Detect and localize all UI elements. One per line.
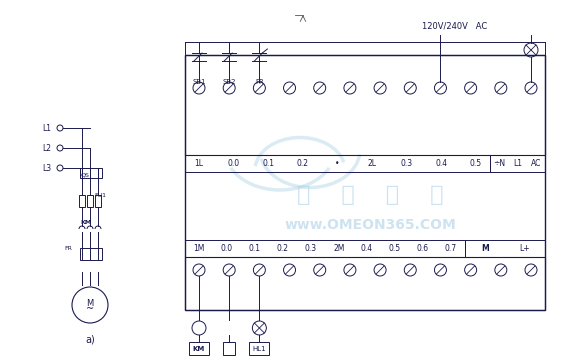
Text: 0.5: 0.5 xyxy=(389,244,401,253)
Text: SB1: SB1 xyxy=(192,79,206,85)
Text: •: • xyxy=(335,159,340,168)
Text: 2M: 2M xyxy=(333,244,344,253)
Text: L3: L3 xyxy=(42,163,51,172)
Bar xyxy=(185,55,545,310)
Text: 0.7: 0.7 xyxy=(445,244,457,253)
Text: 0.1: 0.1 xyxy=(249,244,261,253)
Text: L+: L+ xyxy=(519,244,530,253)
Text: L1: L1 xyxy=(513,159,522,168)
Text: 0.5: 0.5 xyxy=(470,159,482,168)
Text: L2: L2 xyxy=(42,144,51,153)
Text: QS: QS xyxy=(81,172,89,177)
Bar xyxy=(490,155,545,172)
Text: M: M xyxy=(86,298,94,307)
Text: 1M: 1M xyxy=(194,244,205,253)
Text: 0.0: 0.0 xyxy=(228,159,240,168)
Text: www.OMEON365.COM: www.OMEON365.COM xyxy=(284,218,456,232)
Text: 0.2: 0.2 xyxy=(297,159,309,168)
Text: AC: AC xyxy=(531,159,541,168)
Text: FR: FR xyxy=(255,79,264,85)
Text: 0.2: 0.2 xyxy=(277,244,289,253)
Text: FU1: FU1 xyxy=(94,193,106,198)
Text: KM: KM xyxy=(193,346,205,352)
Bar xyxy=(80,168,102,178)
Bar xyxy=(465,240,545,257)
Text: 旭    玛    机    电: 旭 玛 机 电 xyxy=(297,185,443,205)
Text: 0.1: 0.1 xyxy=(262,159,274,168)
Text: 0.4: 0.4 xyxy=(361,244,373,253)
Text: FR: FR xyxy=(64,246,72,251)
Text: SB2: SB2 xyxy=(222,79,236,85)
Text: 0.4: 0.4 xyxy=(435,159,448,168)
Text: 0.3: 0.3 xyxy=(401,159,413,168)
Bar xyxy=(223,342,235,355)
Bar xyxy=(80,248,102,260)
Text: L1: L1 xyxy=(42,123,51,132)
Bar xyxy=(249,342,269,355)
Text: HL1: HL1 xyxy=(252,346,266,352)
Bar xyxy=(87,195,93,207)
Bar xyxy=(185,55,545,155)
Bar xyxy=(189,342,209,355)
Text: 0.3: 0.3 xyxy=(305,244,317,253)
Text: a): a) xyxy=(85,335,95,345)
Text: 2L: 2L xyxy=(367,159,376,168)
Text: ÷N: ÷N xyxy=(493,159,505,168)
Bar xyxy=(185,240,465,257)
Text: 0.6: 0.6 xyxy=(417,244,429,253)
Text: KM: KM xyxy=(80,220,91,225)
Text: 0.0: 0.0 xyxy=(221,244,233,253)
Bar xyxy=(95,195,101,207)
Bar xyxy=(185,257,545,310)
Text: ~: ~ xyxy=(86,304,94,314)
Text: M: M xyxy=(481,244,489,253)
Text: 120V/240V   AC: 120V/240V AC xyxy=(422,22,488,31)
Bar xyxy=(79,195,85,207)
Text: 1L: 1L xyxy=(195,159,204,168)
Bar xyxy=(185,155,490,172)
